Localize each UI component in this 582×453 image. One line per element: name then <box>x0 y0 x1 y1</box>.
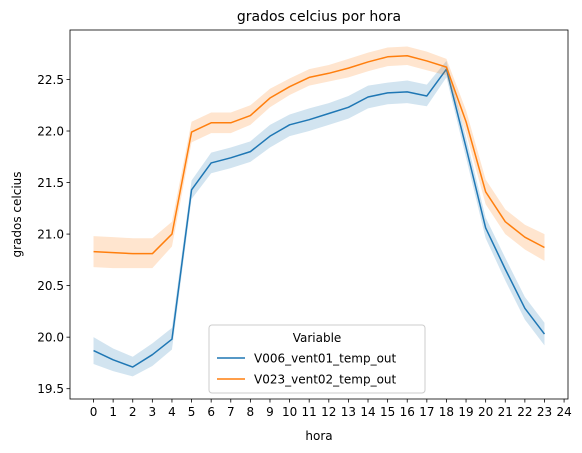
x-tick-label: 19 <box>458 405 473 419</box>
legend: Variable V006_vent01_temp_out V023_vent02_… <box>208 324 426 394</box>
x-tick-label: 5 <box>188 405 196 419</box>
x-tick-label: 18 <box>439 405 454 419</box>
x-tick-label: 4 <box>168 405 176 419</box>
x-tick-label: 15 <box>380 405 395 419</box>
x-tick-label: 8 <box>247 405 255 419</box>
x-tick-label: 3 <box>149 405 157 419</box>
x-tick-label: 13 <box>341 405 356 419</box>
series-1-confidence-band <box>93 60 545 377</box>
x-tick-label: 6 <box>207 405 215 419</box>
y-tick-label: 22.5 <box>37 73 64 87</box>
legend-item: V006_vent01_temp_out <box>217 352 397 366</box>
legend-box <box>208 324 426 394</box>
plot-frame <box>69 29 569 400</box>
y-axis: 19.5 20.0 20.5 21.0 21.5 22.0 22.5 <box>37 73 70 396</box>
legend-title: Variable <box>293 331 342 345</box>
x-tick-label: 1 <box>109 405 117 419</box>
y-tick-label: 19.5 <box>37 382 64 396</box>
series-2-confidence-band <box>93 46 545 269</box>
x-axis-label: hora <box>305 429 332 443</box>
x-tick-label: 17 <box>419 405 434 419</box>
legend-label: V006_vent01_temp_out <box>254 352 397 366</box>
y-tick-label: 20.5 <box>37 279 64 293</box>
x-tick-label: 24 <box>556 405 571 419</box>
legend-label: V023_vent02_temp_out <box>254 373 397 387</box>
x-tick-label: 10 <box>282 405 297 419</box>
x-tick-label: 12 <box>321 405 336 419</box>
y-tick-label: 21.5 <box>37 176 64 190</box>
legend-item: V023_vent02_temp_out <box>217 373 397 387</box>
x-tick-label: 11 <box>302 405 317 419</box>
y-axis-label: grados celcius <box>10 171 24 257</box>
x-tick-label: 16 <box>400 405 415 419</box>
series-2 <box>93 46 545 269</box>
series-2-line <box>93 55 545 255</box>
chart-title: grados celcius por hora <box>237 9 401 25</box>
y-tick-label: 21.0 <box>37 228 64 242</box>
x-tick-label: 14 <box>360 405 375 419</box>
x-tick-label: 21 <box>498 405 513 419</box>
x-axis: 0 1 2 3 4 5 6 7 8 9 10 11 12 13 14 15 16 17 18 19 20 21 22 23 24 <box>90 399 572 419</box>
x-tick-label: 22 <box>517 405 532 419</box>
x-tick-label: 23 <box>537 405 552 419</box>
y-tick-label: 22.0 <box>37 125 64 139</box>
plot-area <box>93 46 546 377</box>
x-tick-label: 2 <box>129 405 137 419</box>
x-tick-label: 0 <box>90 405 98 419</box>
series-1-line <box>93 68 546 368</box>
series-1 <box>93 60 546 377</box>
x-tick-label: 9 <box>266 405 274 419</box>
x-tick-label: 20 <box>478 405 493 419</box>
y-tick-label: 20.0 <box>37 331 64 345</box>
x-tick-label: 7 <box>227 405 235 419</box>
